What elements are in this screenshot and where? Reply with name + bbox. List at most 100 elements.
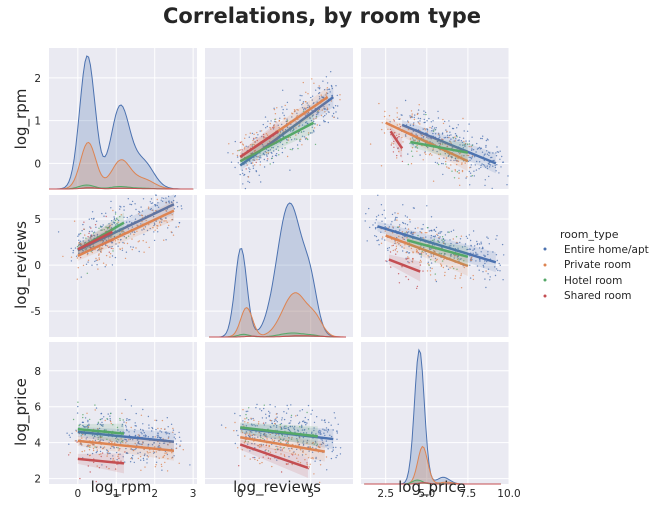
scatter-point-shared-room — [392, 244, 394, 247]
scatter-point-private-room — [301, 144, 303, 146]
scatter-point-private-room — [464, 162, 466, 164]
scatter-point-entire-home-apt — [302, 101, 305, 103]
scatter-point-entire-home-apt — [391, 221, 393, 223]
scatter-point-entire-home-apt — [478, 168, 480, 170]
scatter-point-entire-home-apt — [439, 232, 441, 234]
scatter-point-private-room — [245, 134, 247, 136]
scatter-point-entire-home-apt — [417, 109, 420, 111]
scatter-point-shared-room — [397, 273, 400, 275]
scatter-point-private-room — [273, 124, 276, 126]
scatter-point-entire-home-apt — [485, 146, 487, 148]
scatter-point-private-room — [461, 155, 463, 157]
scatter-point-hotel-room — [451, 170, 453, 172]
scatter-point-private-room — [396, 157, 398, 159]
scatter-point-entire-home-apt — [274, 154, 277, 157]
scatter-point-entire-home-apt — [304, 138, 307, 140]
scatter-point-private-room — [378, 102, 380, 105]
scatter-point-entire-home-apt — [457, 124, 459, 126]
scatter-point-private-room — [402, 141, 404, 143]
scatter-point-entire-home-apt — [281, 151, 284, 154]
scatter-point-entire-home-apt — [422, 223, 424, 226]
scatter-point-hotel-room — [116, 217, 118, 219]
scatter-point-private-room — [80, 243, 83, 246]
scatter-point-entire-home-apt — [453, 257, 455, 259]
scatter-point-entire-home-apt — [149, 227, 151, 230]
scatter-point-entire-home-apt — [102, 240, 105, 242]
scatter-point-private-room — [439, 143, 442, 145]
scatter-point-private-room — [469, 167, 471, 169]
scatter-point-entire-home-apt — [419, 236, 422, 239]
scatter-point-entire-home-apt — [487, 251, 489, 253]
scatter-point-private-room — [145, 219, 147, 222]
scatter-point-entire-home-apt — [234, 412, 236, 415]
scatter-point-entire-home-apt — [469, 239, 472, 242]
scatter-point-private-room — [160, 428, 162, 430]
scatter-point-entire-home-apt — [456, 256, 459, 258]
scatter-point-entire-home-apt — [306, 106, 309, 109]
scatter-point-entire-home-apt — [401, 246, 403, 248]
scatter-point-entire-home-apt — [264, 151, 266, 153]
scatter-point-entire-home-apt — [126, 216, 128, 219]
scatter-point-private-room — [273, 108, 276, 111]
scatter-point-entire-home-apt — [138, 250, 140, 253]
scatter-point-entire-home-apt — [394, 219, 396, 221]
scatter-point-private-room — [383, 115, 386, 118]
panel-log_price-vs-log_price: 2.5 5.0 7.5 10.0 — [361, 342, 521, 500]
scatter-point-entire-home-apt — [268, 414, 270, 417]
scatter-point-hotel-room — [286, 120, 289, 122]
scatter-point-private-room — [166, 221, 168, 223]
scatter-point-hotel-room — [407, 163, 409, 166]
scatter-point-entire-home-apt — [422, 135, 425, 138]
scatter-point-private-room — [79, 243, 82, 245]
scatter-point-entire-home-apt — [475, 169, 478, 171]
scatter-point-entire-home-apt — [480, 241, 482, 243]
scatter-point-entire-home-apt — [111, 242, 113, 244]
scatter-point-private-room — [106, 245, 109, 247]
scatter-point-private-room — [104, 419, 106, 422]
scatter-point-entire-home-apt — [252, 417, 254, 420]
scatter-point-private-room — [259, 164, 261, 166]
scatter-point-entire-home-apt — [100, 413, 102, 415]
scatter-point-entire-home-apt — [436, 162, 439, 164]
scatter-point-entire-home-apt — [283, 418, 286, 421]
scatter-point-private-room — [295, 121, 297, 123]
scatter-point-entire-home-apt — [115, 243, 117, 245]
scatter-point-entire-home-apt — [404, 223, 407, 225]
scatter-point-entire-home-apt — [324, 421, 326, 424]
scatter-point-private-room — [449, 267, 451, 269]
scatter-point-entire-home-apt — [399, 224, 401, 226]
scatter-point-private-room — [96, 259, 99, 261]
scatter-point-entire-home-apt — [469, 248, 472, 250]
scatter-point-private-room — [409, 117, 412, 119]
scatter-point-entire-home-apt — [339, 447, 342, 449]
scatter-point-private-room — [418, 104, 420, 106]
scatter-point-private-room — [410, 110, 413, 112]
scatter-point-private-room — [140, 414, 143, 416]
scatter-point-private-room — [177, 226, 180, 228]
scatter-point-private-room — [305, 101, 307, 103]
scatter-point-entire-home-apt — [269, 412, 271, 414]
scatter-point-hotel-room — [441, 236, 444, 238]
scatter-point-entire-home-apt — [109, 415, 111, 417]
scatter-point-private-room — [302, 81, 304, 84]
scatter-point-entire-home-apt — [486, 236, 488, 238]
scatter-point-private-room — [253, 419, 255, 421]
scatter-point-entire-home-apt — [314, 460, 316, 462]
scatter-point-private-room — [454, 277, 456, 280]
scatter-point-shared-room — [390, 266, 392, 268]
scatter-point-entire-home-apt — [428, 248, 431, 250]
scatter-point-private-room — [380, 165, 383, 167]
scatter-point-private-room — [305, 107, 307, 109]
scatter-point-private-room — [161, 419, 164, 422]
scatter-point-entire-home-apt — [330, 424, 332, 426]
scatter-point-private-room — [86, 412, 88, 414]
scatter-point-entire-home-apt — [272, 128, 275, 130]
scatter-point-entire-home-apt — [250, 162, 252, 164]
scatter-point-entire-home-apt — [241, 169, 243, 171]
scatter-point-entire-home-apt — [124, 461, 126, 463]
scatter-point-entire-home-apt — [230, 161, 233, 163]
scatter-point-entire-home-apt — [481, 151, 484, 153]
scatter-point-private-room — [244, 455, 246, 457]
scatter-point-entire-home-apt — [247, 146, 249, 148]
scatter-point-entire-home-apt — [151, 426, 153, 429]
